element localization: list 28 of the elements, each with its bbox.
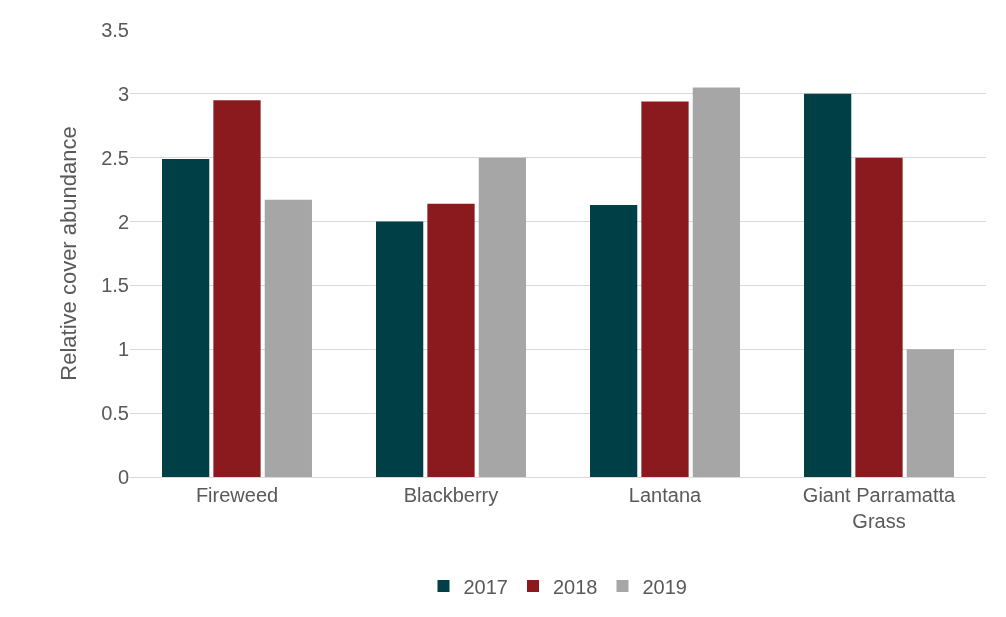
bar	[264, 199, 312, 477]
x-tick-label: Lantana	[628, 484, 703, 506]
x-tick-label: Fireweed	[195, 484, 279, 506]
bar	[906, 349, 954, 477]
bar	[855, 157, 903, 477]
x-tick-label: Blackberry	[403, 484, 499, 506]
legend-label: 2017	[463, 575, 508, 598]
y-tick-label: 0	[117, 466, 129, 488]
bar	[692, 87, 740, 477]
y-tick-label: 0.5	[101, 402, 129, 425]
y-tick-label: 3.5	[101, 19, 129, 41]
legend-label: 2018	[553, 575, 598, 598]
bar	[804, 93, 852, 477]
bar	[162, 158, 210, 477]
y-tick-label: 1.5	[101, 274, 129, 297]
bar	[376, 221, 424, 477]
legend-label: 2019	[642, 575, 687, 598]
y-tick-label: 3	[117, 82, 129, 105]
bar	[427, 203, 475, 477]
bar	[641, 101, 689, 477]
y-tick-label: 1	[117, 338, 129, 361]
x-tick-label: Giant Parramatta Grass	[802, 484, 957, 532]
y-axis-title: Relative cover abundance	[55, 126, 81, 381]
bar	[478, 157, 526, 477]
y-tick-label: 2	[117, 210, 129, 233]
y-tick-label: 2.5	[101, 146, 129, 169]
bar	[213, 100, 261, 477]
bar	[590, 204, 638, 477]
